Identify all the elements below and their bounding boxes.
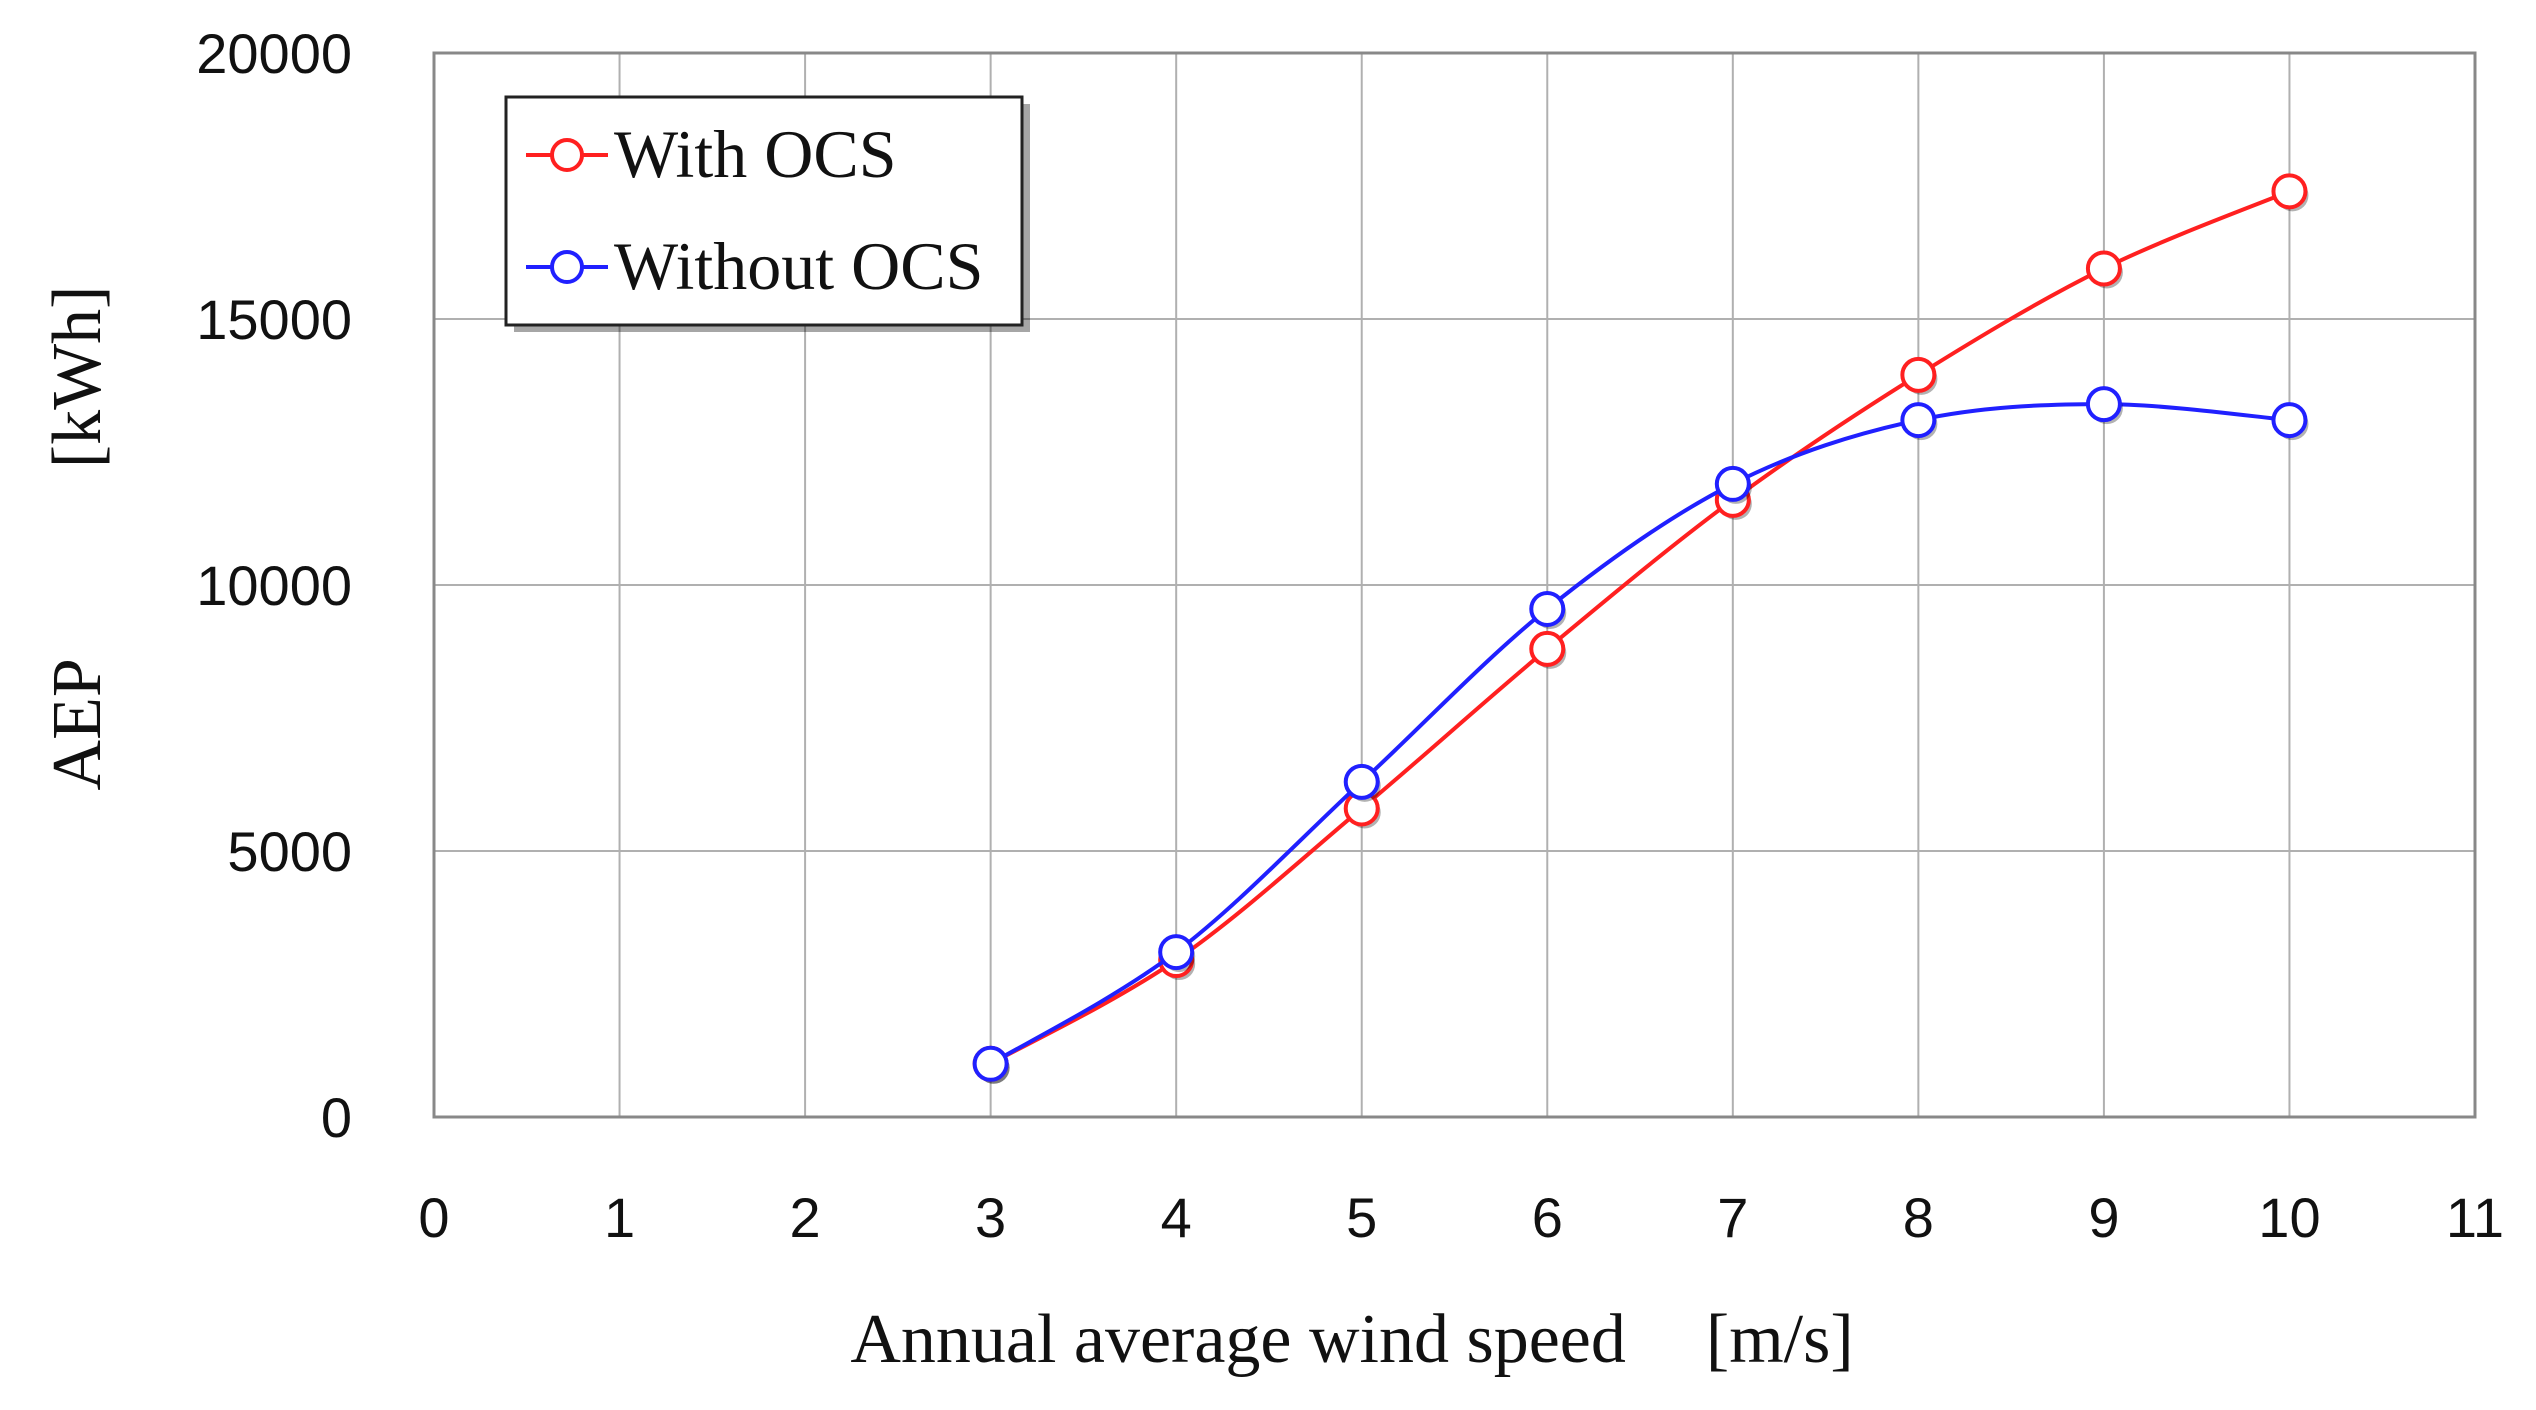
data-point-without-ocs [1343,763,1380,800]
data-point-with-ocs [1900,356,1937,393]
data-point-with-ocs [1529,630,1566,667]
series-layer [972,173,2309,1084]
legend-marker [550,250,584,284]
legend-label: With OCS [614,116,897,192]
data-point-with-ocs [2085,250,2122,287]
data-point-without-ocs [2085,386,2122,423]
series-line-without-ocs [989,402,2290,1066]
x-tick-label: 1 [604,1186,635,1249]
data-point-without-ocs [1900,402,1937,439]
legend-box [504,95,1024,327]
data-point-without-ocs [972,1045,1009,1082]
x-tick-label: 5 [1346,1186,1377,1249]
y-axis-unit: [kWh] [39,286,116,469]
x-tick-label: 2 [790,1186,821,1249]
data-point-without-ocs [1529,590,1566,627]
legend-entries: With OCS Without OCS [526,116,983,304]
x-axis-ticks: 0 1 2 3 4 5 6 7 8 9 10 11 [418,1186,2504,1249]
y-tick-label: 15000 [196,288,352,351]
x-axis-unit: [m/s] [1706,1301,1854,1378]
data-point-without-ocs [1158,934,1195,971]
x-tick-label: 10 [2258,1186,2320,1249]
legend: With OCS Without OCS [504,95,1030,332]
plot-area-frame [432,51,2477,1119]
legend-entry-without-ocs: Without OCS [526,228,983,304]
x-tick-label: 7 [1717,1186,1748,1249]
y-tick-label: 20000 [196,22,352,85]
x-tick-label: 3 [975,1186,1006,1249]
legend-marker [550,138,584,172]
data-point-without-ocs [2271,402,2308,439]
x-tick-label: 8 [1903,1186,1934,1249]
x-axis-title: Annual average wind speed [m/s] [850,1301,1853,1378]
y-axis-title: AEP [kWh] [39,286,116,791]
x-tick-label: 0 [418,1186,449,1249]
legend-label: Without OCS [614,228,983,304]
y-tick-label: 5000 [227,820,352,883]
series-line-with-ocs [989,189,2291,1066]
y-axis-label: AEP [39,658,116,790]
data-point-with-ocs [2271,173,2308,210]
series-without-ocs [972,386,2309,1084]
y-tick-label: 10000 [196,554,352,617]
x-axis-label: Annual average wind speed [850,1301,1626,1378]
x-tick-label: 6 [1532,1186,1563,1249]
legend-entry-with-ocs: With OCS [526,116,897,192]
x-tick-label: 4 [1161,1186,1192,1249]
x-tick-label: 11 [2446,1186,2504,1249]
data-point-without-ocs [1714,465,1751,502]
x-tick-label: 9 [2088,1186,2119,1249]
y-axis-ticks: 0 5000 10000 15000 20000 [196,22,352,1149]
y-tick-label: 0 [321,1086,352,1149]
